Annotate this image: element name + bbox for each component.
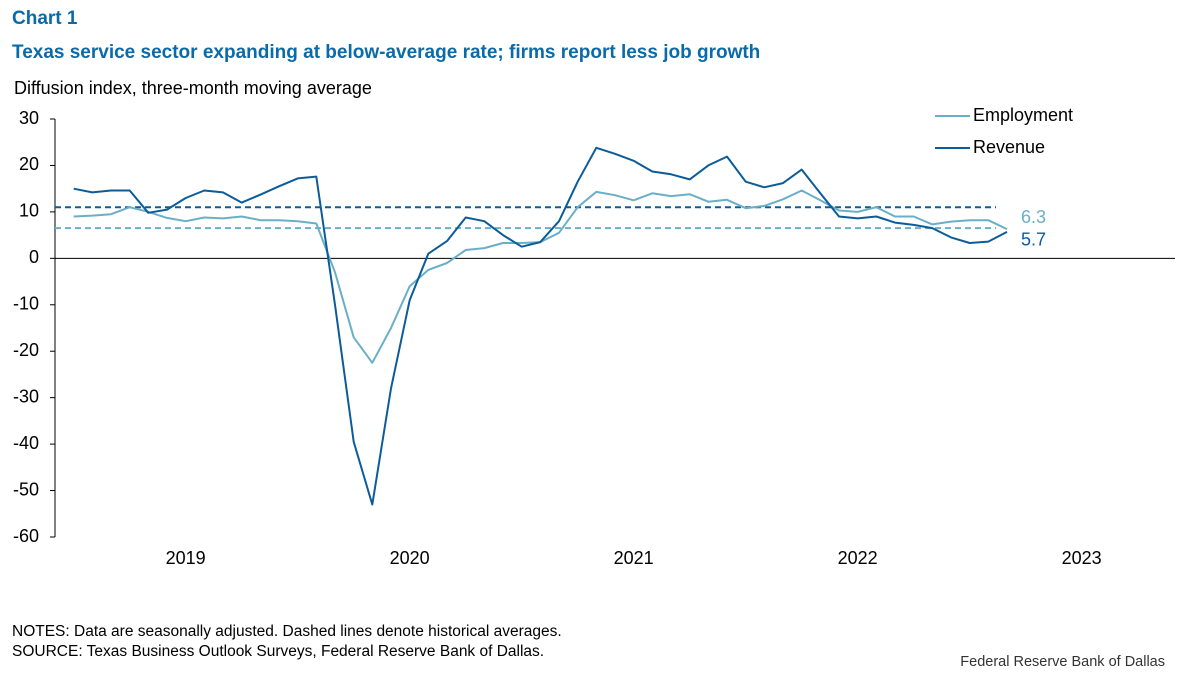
legend-label: Employment (973, 105, 1073, 125)
y-tick-label: -30 (13, 386, 39, 406)
y-tick-label: -10 (13, 294, 39, 314)
y-tick-label: 0 (29, 247, 39, 267)
chart-title: Chart 1 (12, 8, 78, 29)
y-axis-label: Diffusion index, three-month moving aver… (14, 78, 372, 98)
y-tick-label: -20 (13, 340, 39, 360)
notes: NOTES: Data are seasonally adjusted. Das… (12, 623, 562, 640)
end-value-label: 5.7 (1021, 230, 1046, 250)
y-tick-label: 10 (19, 201, 39, 221)
credit: Federal Reserve Bank of Dallas (960, 654, 1165, 670)
series-line (73, 146, 1008, 506)
y-tick-label: -50 (13, 479, 39, 499)
series-line (73, 189, 1008, 364)
y-tick-label: -40 (13, 433, 39, 453)
y-tick-label: -60 (13, 526, 39, 546)
x-tick-label: 2021 (614, 548, 654, 568)
x-tick-label: 2019 (166, 548, 206, 568)
y-tick-label: 20 (19, 154, 39, 174)
x-tick-label: 2022 (838, 548, 878, 568)
end-value-label: 6.3 (1021, 207, 1046, 227)
x-tick-label: 2023 (1062, 548, 1102, 568)
y-tick-label: 30 (19, 108, 39, 128)
chart-subtitle: Texas service sector expanding at below-… (12, 42, 760, 63)
legend-label: Revenue (973, 137, 1045, 157)
source: SOURCE: Texas Business Outlook Surveys, … (12, 643, 544, 660)
x-tick-label: 2020 (390, 548, 430, 568)
